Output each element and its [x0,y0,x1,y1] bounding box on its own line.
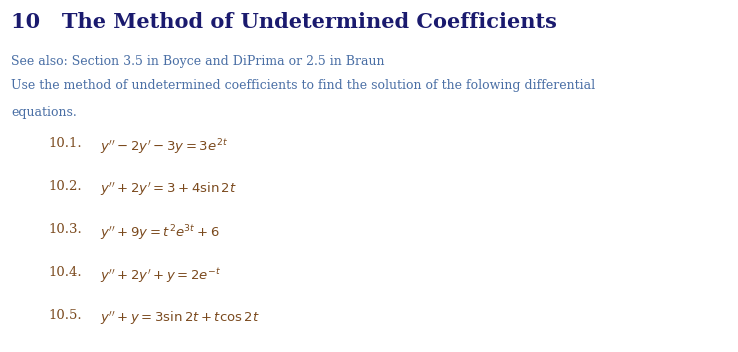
Text: See also: Section 3.5 in Boyce and DiPrima or 2.5 in Braun: See also: Section 3.5 in Boyce and DiPri… [11,55,384,68]
Text: $y'' - 2y' - 3y = 3e^{2t}$: $y'' - 2y' - 3y = 3e^{2t}$ [100,137,227,157]
Text: 10.2.: 10.2. [48,180,82,193]
Text: 10   The Method of Undetermined Coefficients: 10 The Method of Undetermined Coefficien… [11,12,557,32]
Text: $y'' + y = 3\sin 2t + t\cos 2t$: $y'' + y = 3\sin 2t + t\cos 2t$ [100,309,259,327]
Text: Use the method of undetermined coefficients to find the solution of the folowing: Use the method of undetermined coefficie… [11,79,595,92]
Text: 10.3.: 10.3. [48,223,82,236]
Text: 10.5.: 10.5. [48,309,82,322]
Text: 10.4.: 10.4. [48,266,82,279]
Text: 10.1.: 10.1. [48,137,82,150]
Text: $y'' + 9y = t^2 e^{3t} + 6$: $y'' + 9y = t^2 e^{3t} + 6$ [100,223,219,243]
Text: $y'' + 2y' = 3 + 4\sin 2t$: $y'' + 2y' = 3 + 4\sin 2t$ [100,180,236,198]
Text: equations.: equations. [11,106,77,119]
Text: $y'' + 2y' + y = 2e^{-t}$: $y'' + 2y' + y = 2e^{-t}$ [100,266,221,285]
